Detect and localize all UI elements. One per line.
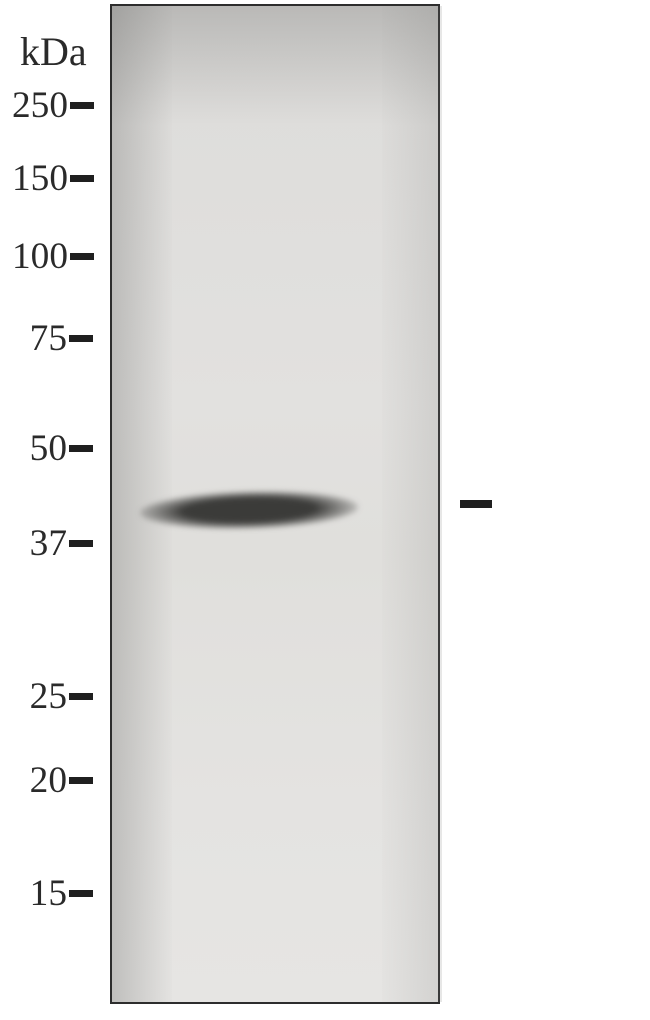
ladder-marker-value: 15 [12,872,67,915]
ladder-tick-icon [69,540,93,547]
ladder-marker: 150 [12,157,94,200]
ladder-marker-value: 75 [12,317,67,360]
ladder-marker-value: 100 [12,235,68,278]
ladder-marker: 15 [12,872,93,915]
detected-band-tick [460,500,492,508]
ladder-marker-value: 150 [12,157,68,200]
ladder-marker: 75 [12,317,93,360]
ladder-marker-value: 37 [12,522,67,565]
ladder-marker-value: 20 [12,759,67,802]
blot-top-smear [112,6,438,126]
ladder-marker: 25 [12,675,93,718]
ladder-marker: 100 [12,235,94,278]
ladder-tick-icon [69,890,93,897]
ladder-tick-icon [69,777,93,784]
ladder-tick-icon [69,335,93,342]
ladder-marker: 20 [12,759,93,802]
ladder-marker: 250 [12,84,94,127]
ladder-tick-icon [70,253,94,260]
ladder-marker: 50 [12,427,93,470]
ladder-tick-icon [70,175,94,182]
blot-lane [110,4,440,1004]
western-blot-figure: kDa 250 150 100 75 50 37 25 20 15 [0,0,650,1020]
ladder-marker: 37 [12,522,93,565]
ladder-marker-value: 250 [12,84,68,127]
ladder-marker-value: 50 [12,427,67,470]
ladder-tick-icon [69,693,93,700]
ladder-tick-icon [69,445,93,452]
ladder-marker-value: 25 [12,675,67,718]
blot-right-smear [382,6,442,1002]
kda-axis-label: kDa [20,28,87,75]
ladder-tick-icon [70,102,94,109]
